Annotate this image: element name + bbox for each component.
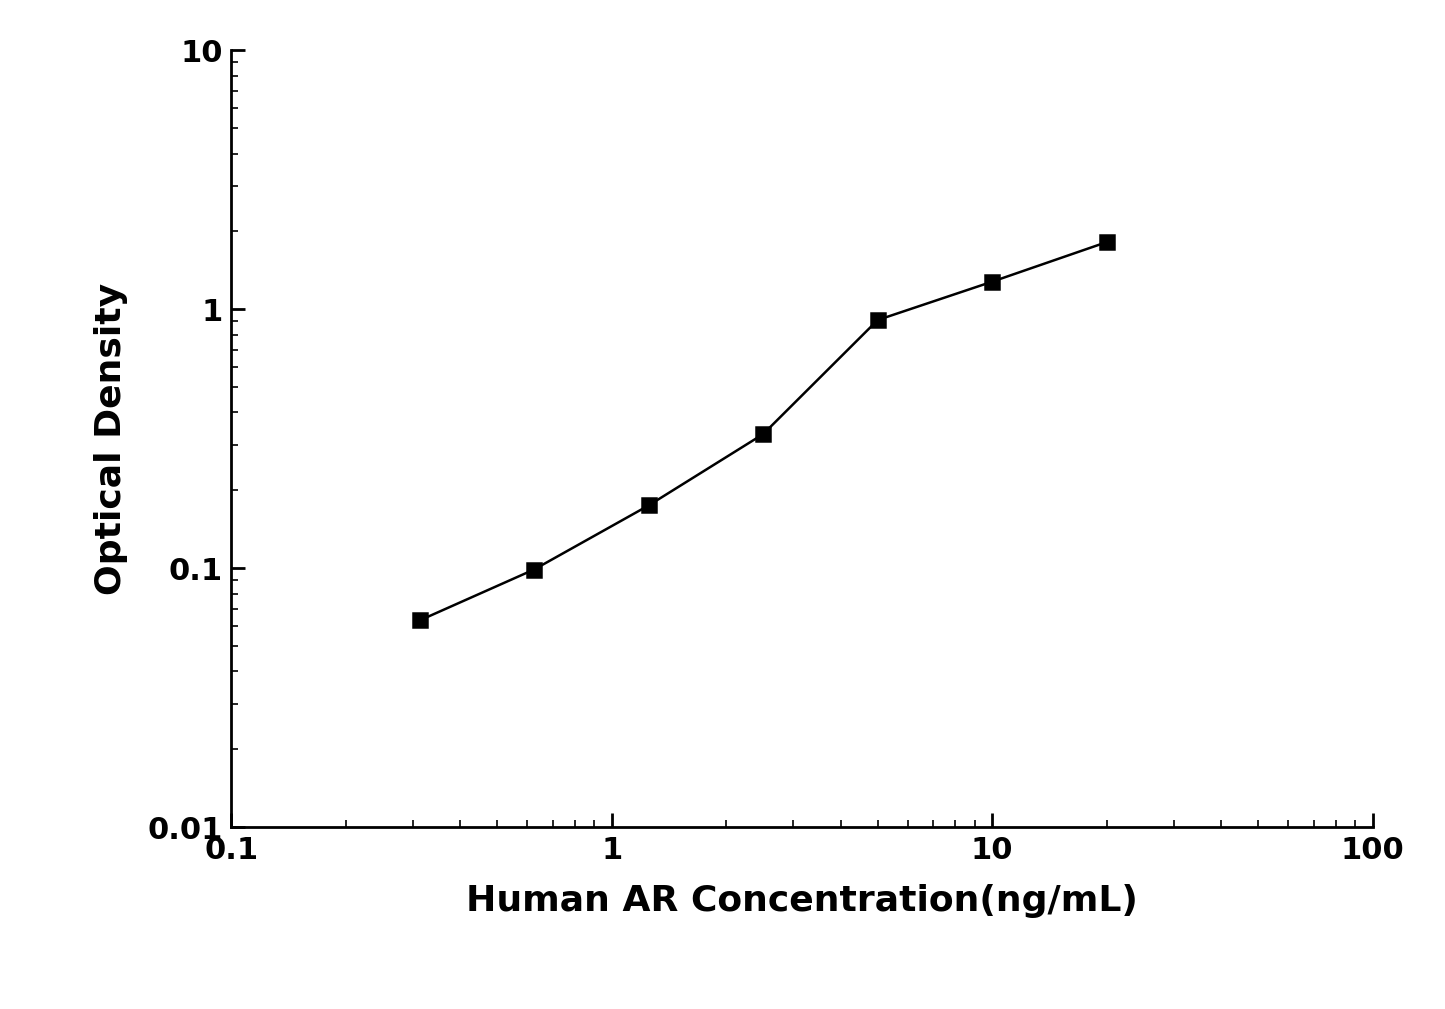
X-axis label: Human AR Concentration(ng/mL): Human AR Concentration(ng/mL) xyxy=(467,884,1137,918)
Y-axis label: Optical Density: Optical Density xyxy=(94,283,129,595)
